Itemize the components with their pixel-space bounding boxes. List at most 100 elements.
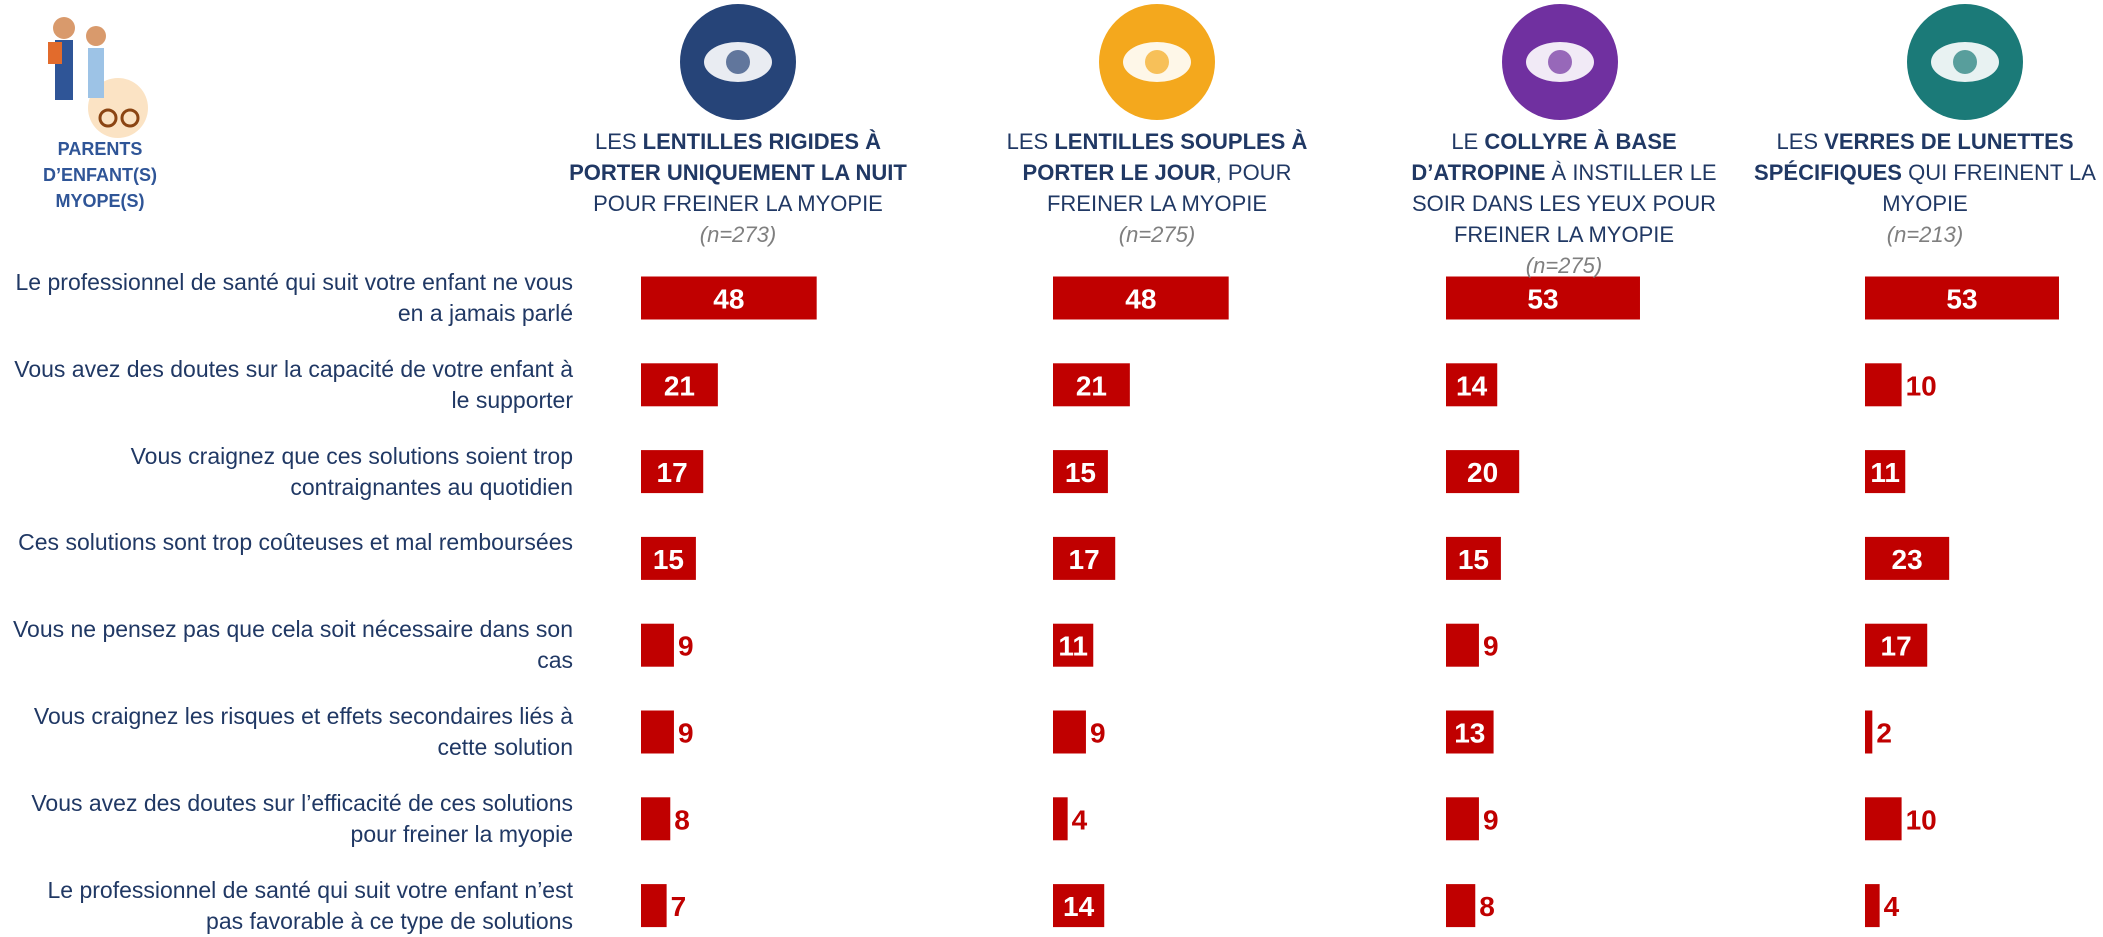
bar (1053, 623, 1094, 667)
value-label: 8 (674, 804, 690, 835)
value-label: 20 (1467, 457, 1498, 488)
value-label: 48 (713, 284, 744, 315)
bar (1865, 450, 1906, 494)
value-label: 9 (1090, 718, 1106, 749)
sample-size: (n=273) (699, 222, 777, 247)
bar (1865, 363, 1902, 407)
value-label: 11 (1870, 457, 1900, 488)
label-line: MYOPE(S) (55, 191, 145, 211)
category-label: Le professionnel de santé qui suit votre… (47, 876, 573, 934)
value-label: 9 (678, 631, 694, 662)
value-label: 13 (1454, 718, 1485, 749)
value-label: 10 (1906, 804, 1937, 835)
bar (1053, 276, 1229, 320)
bar (1446, 450, 1520, 494)
category-label: Le professionnel de santé qui suit votre… (15, 269, 573, 326)
category-label: Vous craignez que ces solutions soient t… (130, 442, 573, 500)
bar (1053, 797, 1068, 841)
value-label: 14 (1456, 370, 1488, 401)
panel-title: LES LENTILLES RIGIDES À PORTER UNIQUEMEN… (563, 126, 913, 250)
value-label: 17 (1881, 631, 1912, 662)
bar (641, 623, 674, 667)
panel-title: LES LENTILLES SOUPLES À PORTER LE JOUR, … (982, 126, 1332, 250)
bar (1865, 623, 1928, 667)
value-label: 17 (657, 457, 688, 488)
bar (1446, 797, 1479, 841)
category-label: Vous ne pensez pas que cela soit nécessa… (12, 616, 573, 674)
value-label: 8 (1479, 891, 1495, 922)
value-label: 53 (1946, 284, 1977, 315)
bar (641, 450, 704, 494)
value-label: 11 (1058, 631, 1088, 662)
category-label: Vous avez des doutes sur l’efficacité de… (31, 789, 573, 847)
value-label: 23 (1892, 544, 1923, 575)
value-label: 15 (1458, 544, 1489, 575)
family-icon (48, 17, 148, 138)
bar (1865, 797, 1902, 841)
title-part: POUR FREINER LA MYOPIE (593, 191, 883, 216)
value-label: 9 (1483, 631, 1499, 662)
bar (641, 797, 671, 841)
icon-detail (1548, 50, 1572, 74)
bar (641, 276, 817, 320)
title-part: COLLYRE À BASE D’ATROPINE (1411, 129, 1677, 185)
sample-size: (n=275) (1118, 222, 1196, 247)
title-part: À INSTILLER LE SOIR DANS LES YEUX POUR F… (1411, 160, 1717, 247)
bar (1053, 450, 1108, 494)
value-label: 53 (1527, 284, 1558, 315)
bar (1865, 884, 1880, 928)
value-label: 48 (1125, 284, 1156, 315)
panel-title: LES VERRES DE LUNETTES SPÉCIFIQUES QUI F… (1750, 126, 2100, 250)
value-label: 15 (653, 544, 684, 575)
category-label: Ces solutions sont trop coûteuses et mal… (18, 529, 573, 556)
value-label: 7 (671, 891, 687, 922)
bar (1865, 276, 2059, 320)
value-label: 9 (678, 718, 694, 749)
bar (1865, 710, 1873, 754)
value-label: 21 (664, 370, 695, 401)
icon-detail (1953, 50, 1977, 74)
value-label: 15 (1065, 457, 1096, 488)
value-label: 4 (1072, 804, 1088, 835)
sample-size: (n=275) (1525, 253, 1603, 278)
bar (1446, 276, 1640, 320)
value-label: 2 (1876, 718, 1892, 749)
icon-detail (1145, 50, 1169, 74)
respondent-label: PARENTS D’ENFANT(S) MYOPE(S) (0, 136, 200, 214)
bar (1865, 536, 1950, 580)
value-label: 21 (1076, 370, 1107, 401)
bar (1446, 363, 1498, 407)
value-label: 17 (1069, 544, 1100, 575)
bar (1053, 363, 1130, 407)
bar (1446, 710, 1494, 754)
value-label: 9 (1483, 804, 1499, 835)
title-part: QUI FREINENT LA MYOPIE (1882, 160, 2096, 216)
bar (1446, 536, 1501, 580)
value-label: 14 (1063, 891, 1095, 922)
bar (1053, 536, 1116, 580)
bar (1053, 884, 1105, 928)
title-part: LE (1451, 129, 1485, 154)
category-label: Vous avez des doutes sur la capacité de … (14, 355, 573, 413)
bar (1446, 623, 1479, 667)
value-label: 10 (1906, 370, 1937, 401)
bar (641, 710, 674, 754)
title-part: LES (1006, 129, 1055, 154)
title-part: LENTILLES RIGIDES À PORTER UNIQUEMENT LA… (569, 129, 907, 185)
bar (1053, 710, 1086, 754)
bar (1446, 884, 1476, 928)
panel-title: LE COLLYRE À BASE D’ATROPINE À INSTILLER… (1389, 126, 1739, 281)
sample-size: (n=213) (1886, 222, 1964, 247)
title-part: VERRES DE LUNETTES SPÉCIFIQUES (1754, 129, 2074, 185)
title-part: , POUR FREINER LA MYOPIE (1046, 160, 1292, 216)
bar (641, 363, 718, 407)
title-part: LES (1776, 129, 1825, 154)
label-line: PARENTS D’ENFANT(S) (43, 139, 157, 185)
bar (641, 536, 696, 580)
category-label: Vous craignez les risques et effets seco… (33, 703, 573, 760)
title-part: LENTILLES SOUPLES À PORTER LE JOUR (1022, 129, 1308, 185)
value-label: 4 (1884, 891, 1900, 922)
bar (641, 884, 667, 928)
